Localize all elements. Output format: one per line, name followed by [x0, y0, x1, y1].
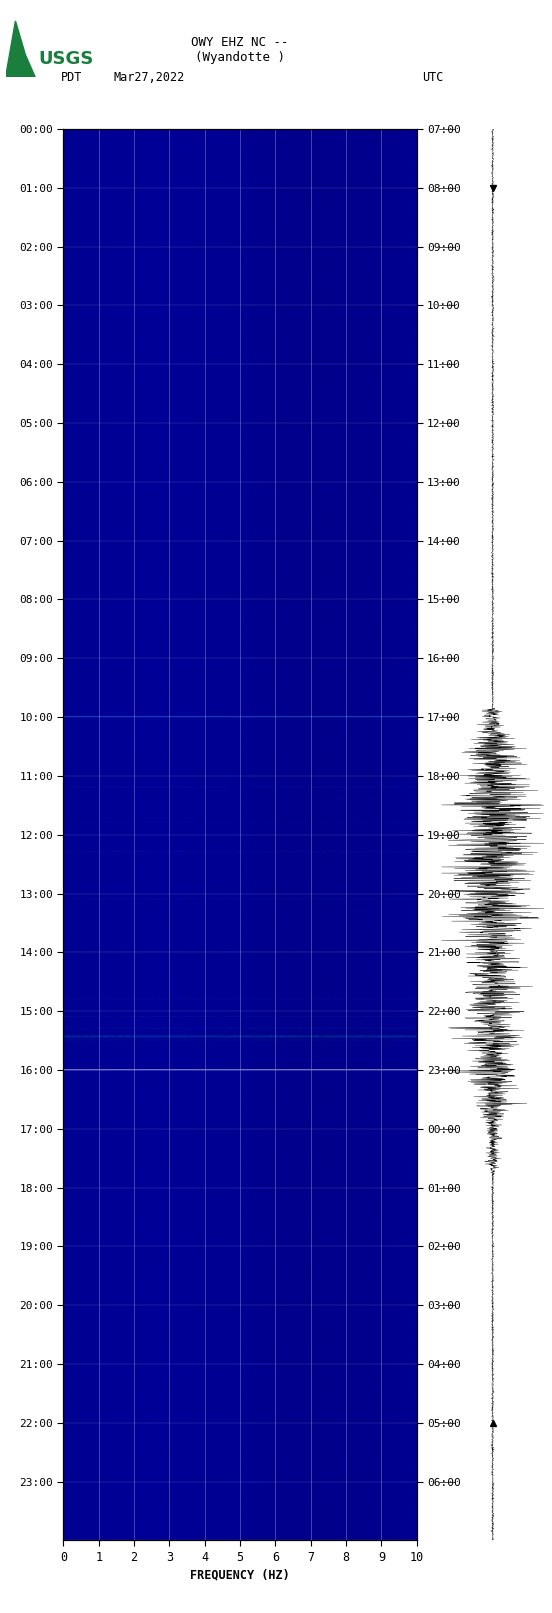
Polygon shape — [6, 21, 35, 77]
Text: PDT: PDT — [61, 71, 82, 84]
Text: USGS: USGS — [38, 50, 94, 68]
Text: Mar27,2022: Mar27,2022 — [113, 71, 184, 84]
Text: (Wyandotte ): (Wyandotte ) — [195, 50, 285, 65]
Text: UTC: UTC — [422, 71, 444, 84]
Text: OWY EHZ NC --: OWY EHZ NC -- — [192, 35, 289, 50]
X-axis label: FREQUENCY (HZ): FREQUENCY (HZ) — [190, 1568, 290, 1581]
